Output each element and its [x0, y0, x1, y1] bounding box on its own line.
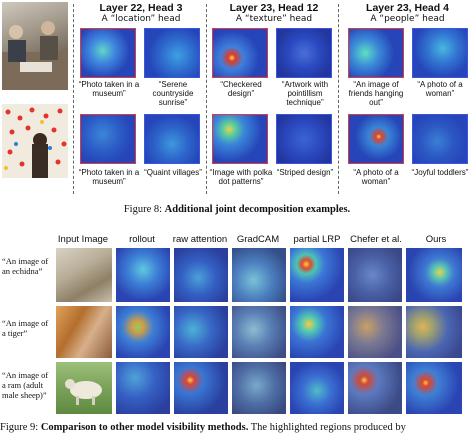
- column-header: Ours: [425, 234, 447, 245]
- caption: “Striped design”: [276, 168, 334, 177]
- caption: “An image of friends hanging out”: [348, 80, 404, 107]
- saliency-tile: [348, 248, 402, 302]
- saliency-tile: [406, 248, 462, 302]
- saliency-tile: [290, 362, 344, 414]
- caption: “Photo taken in a museum”: [78, 168, 140, 186]
- head-subtitle-3: A “people” head: [370, 14, 445, 24]
- saliency-tile: [174, 306, 228, 358]
- figure-9-caption: Figure 9: Comparison to other model visi…: [0, 422, 474, 433]
- column-header: raw attention: [172, 234, 228, 245]
- column-header: Input Image: [57, 234, 109, 245]
- saliency-tile: [348, 306, 402, 358]
- museum-scene-graphic: [2, 21, 68, 90]
- heatmap-tile: [212, 114, 268, 164]
- row-label: “An image of an echidna”: [2, 256, 49, 276]
- saliency-tile: [116, 306, 170, 358]
- caption: “Image with polka dot patterns”: [209, 168, 273, 186]
- caption: “Checkered design”: [220, 80, 262, 98]
- saliency-tile: [290, 248, 344, 302]
- input-image-echidna: [56, 248, 112, 302]
- head-subtitle-2: A “texture” head: [235, 14, 313, 24]
- heatmap-tile: [80, 114, 136, 164]
- caption: “A photo of a woman”: [417, 80, 463, 98]
- saliency-tile: [406, 306, 462, 358]
- caption: “Artwork with pointillism technique”: [281, 80, 329, 107]
- saliency-tile: [232, 306, 286, 358]
- polka-dot-scene-graphic: [4, 107, 67, 178]
- saliency-tile: [290, 306, 344, 358]
- heatmap-tile: [276, 114, 332, 164]
- figure-8-caption: Figure 8: Additional joint decomposition…: [0, 204, 474, 215]
- column-header: rollout: [129, 234, 155, 245]
- saliency-tile: [348, 362, 402, 414]
- row-label: “An image of a tiger”: [2, 318, 49, 338]
- saliency-tile: [232, 362, 286, 414]
- saliency-tile: [116, 248, 170, 302]
- heatmap-tile: [144, 28, 200, 78]
- ram-graphic: [65, 379, 102, 405]
- saliency-tile: [116, 362, 170, 414]
- heatmap-tile: [412, 114, 468, 164]
- caption-text: Additional joint decomposition examples.: [164, 204, 351, 215]
- divider-dashed: [338, 4, 339, 194]
- caption-label: Figure 9:: [0, 422, 39, 433]
- input-photo-polka-dots: [2, 104, 68, 178]
- head-title-3: Layer 23, Head 4: [366, 2, 449, 14]
- heatmap-tile: [412, 28, 468, 78]
- caption-tail: The highlighted regions produced by: [250, 422, 406, 433]
- row-label: “An image of a ram (adult male sheep)”: [2, 370, 49, 400]
- divider-dashed: [206, 4, 207, 194]
- input-image-ram: [56, 362, 112, 414]
- heatmap-tile: [348, 28, 404, 78]
- caption-label: Figure 8:: [123, 204, 163, 215]
- heatmap-tile: [212, 28, 268, 78]
- caption: “Quaint villages”: [144, 168, 202, 177]
- caption: “Photo taken in a museum”: [78, 80, 140, 98]
- head-title-2: Layer 23, Head 12: [229, 2, 319, 14]
- column-header: partial LRP: [293, 234, 341, 245]
- column-header: GradCAM: [236, 234, 280, 245]
- head-title-1: Layer 22, Head 3: [99, 2, 183, 14]
- heatmap-tile: [144, 114, 200, 164]
- column-header: Chefer et al.: [350, 234, 402, 245]
- saliency-tile: [406, 362, 462, 414]
- caption-text: Comparison to other model visibility met…: [40, 422, 249, 433]
- heatmap-tile: [80, 28, 136, 78]
- caption: “Joyful toddlers”: [411, 168, 469, 177]
- input-image-tiger: [56, 306, 112, 358]
- caption: “Serene countryside sunrise”: [152, 80, 194, 107]
- heatmap-tile: [276, 28, 332, 78]
- saliency-tile: [174, 248, 228, 302]
- caption: “A photo of a woman”: [353, 168, 399, 186]
- saliency-tile: [174, 362, 228, 414]
- heatmap-tile: [348, 114, 404, 164]
- divider-dashed: [73, 4, 74, 194]
- input-photo-museum: [2, 2, 68, 90]
- head-subtitle-1: A “location” head: [101, 14, 181, 24]
- saliency-tile: [232, 248, 286, 302]
